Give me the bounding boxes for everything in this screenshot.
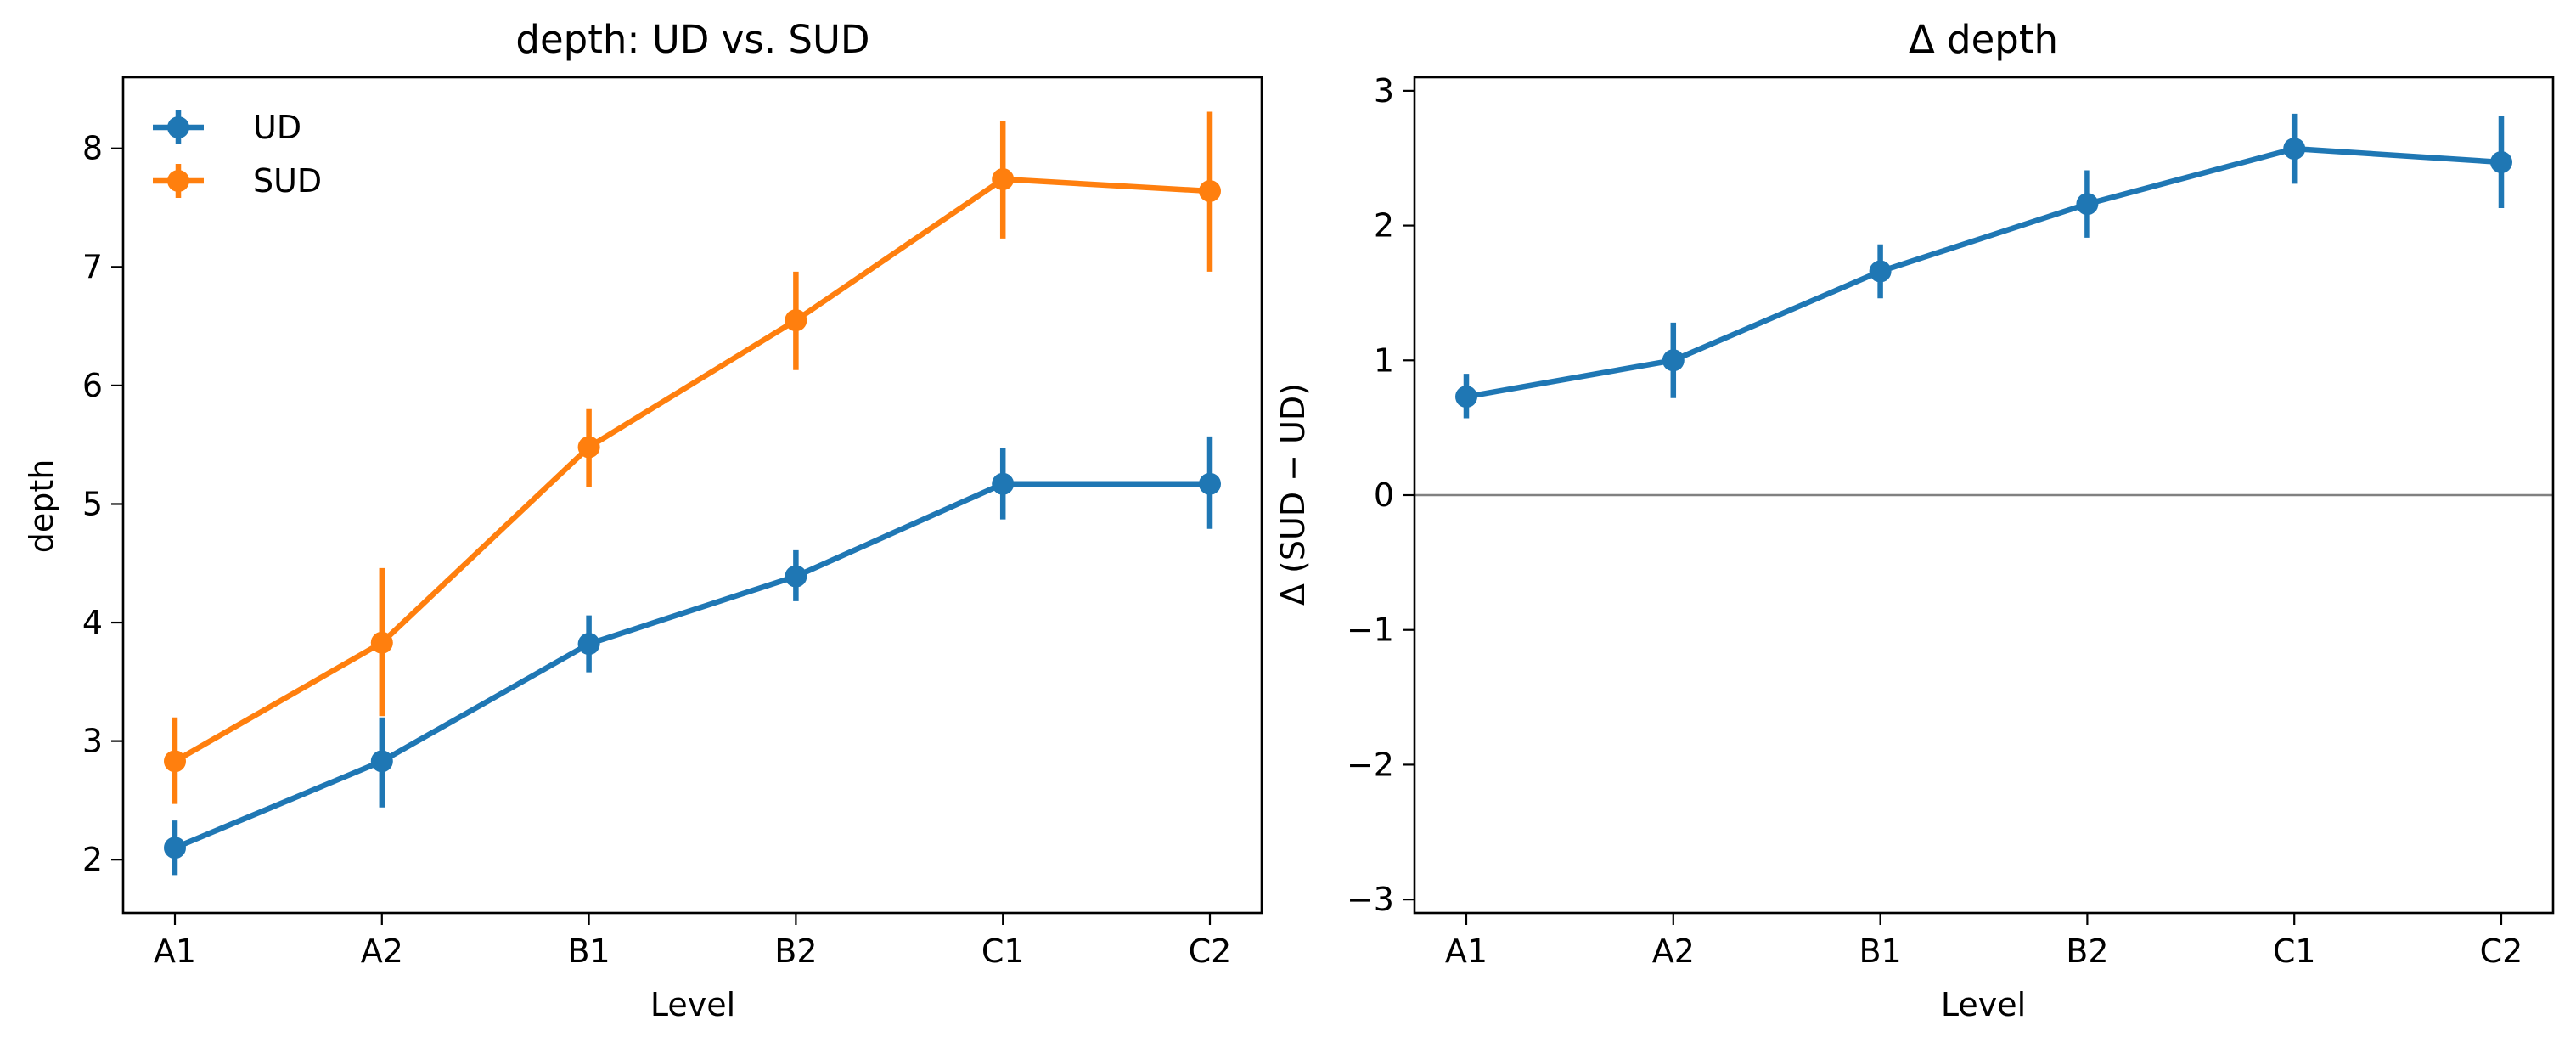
x-tick-label: C2 [2480, 932, 2523, 970]
data-point [2283, 138, 2306, 161]
y-tick-label: 5 [82, 485, 103, 522]
x-axis-label: Level [650, 986, 735, 1023]
y-axis-label: depth [23, 459, 60, 554]
plot-area [164, 111, 1221, 876]
data-point [1869, 260, 1892, 283]
x-tick-label: B2 [2066, 932, 2108, 970]
y-tick-label: 8 [82, 130, 103, 167]
x-tick-label: B1 [1859, 932, 1901, 970]
y-tick-label: 3 [1374, 72, 1394, 110]
axis-ticks: A1 A2 B1 B2 C1 C2 3 2 1 0 −1 −2 −3 [1347, 72, 2523, 970]
x-tick-label: A2 [361, 932, 403, 970]
data-point [577, 633, 600, 656]
data-point [1199, 472, 1221, 495]
chart-title: depth: UD vs. SUD [515, 17, 869, 62]
data-point [1662, 349, 1685, 372]
chart-title: Δ depth [1909, 17, 2058, 62]
x-tick-label: C1 [2273, 932, 2316, 970]
legend-item: UD [153, 109, 301, 146]
data-point [164, 837, 186, 859]
y-tick-label: 0 [1374, 476, 1394, 514]
x-tick-label: A1 [1445, 932, 1488, 970]
data-point [1455, 386, 1477, 408]
series-delta [1455, 113, 2512, 419]
data-point [2076, 193, 2099, 216]
y-tick-label: 2 [1374, 207, 1394, 245]
x-axis-label: Level [1941, 986, 2026, 1023]
y-tick-label: 3 [82, 723, 103, 760]
x-tick-label: C2 [1189, 932, 1232, 970]
y-tick-label: 4 [82, 604, 103, 641]
series-sud [164, 111, 1221, 804]
x-tick-label: A2 [1652, 932, 1695, 970]
axes-frame [121, 76, 1263, 915]
x-tick-label: B2 [774, 932, 817, 970]
series-ud [164, 436, 1221, 876]
data-point [1199, 179, 1221, 202]
data-point [370, 631, 393, 654]
data-point [785, 309, 807, 332]
data-point [2490, 150, 2512, 173]
data-point [164, 750, 186, 773]
y-tick-label: 2 [82, 841, 103, 878]
series-line [173, 481, 1210, 851]
legend-label: UD [253, 109, 301, 146]
data-point [370, 750, 393, 773]
data-point [785, 565, 807, 588]
chart-depth-ud-vs-sud: depth: UD vs. SUD Level depth A1 A2 B1 B2 C1… [23, 17, 1263, 1023]
legend-item: SUD [153, 162, 322, 200]
y-axis-label: Δ (SUD − UD) [1274, 383, 1312, 606]
legend-marker [167, 170, 189, 192]
y-tick-label: 6 [82, 367, 103, 404]
axis-ticks: A1 A2 B1 B2 C1 C2 2 3 4 5 6 7 8 [82, 130, 1232, 970]
y-tick-label: −3 [1347, 881, 1394, 918]
series-line [173, 176, 1211, 764]
y-tick-label: −2 [1347, 746, 1394, 783]
data-point [992, 168, 1015, 191]
data-point [992, 472, 1015, 495]
plot-area [1415, 113, 2553, 497]
data-point [577, 436, 600, 459]
legend-label: SUD [253, 162, 322, 200]
legend-marker [167, 116, 189, 138]
y-tick-label: 1 [1374, 341, 1394, 379]
y-tick-label: −1 [1347, 611, 1394, 649]
axes-frame [1413, 76, 2555, 915]
x-tick-label: B1 [567, 932, 610, 970]
x-tick-label: A1 [154, 932, 196, 970]
y-tick-label: 7 [82, 248, 103, 285]
x-tick-label: C1 [981, 932, 1025, 970]
series-line [1465, 145, 2502, 400]
chart-delta-depth: Δ depth Level Δ (SUD − UD) A1 A2 B1 B2 C1 C2 3… [1274, 17, 2555, 1023]
legend: UD SUD [153, 109, 322, 200]
